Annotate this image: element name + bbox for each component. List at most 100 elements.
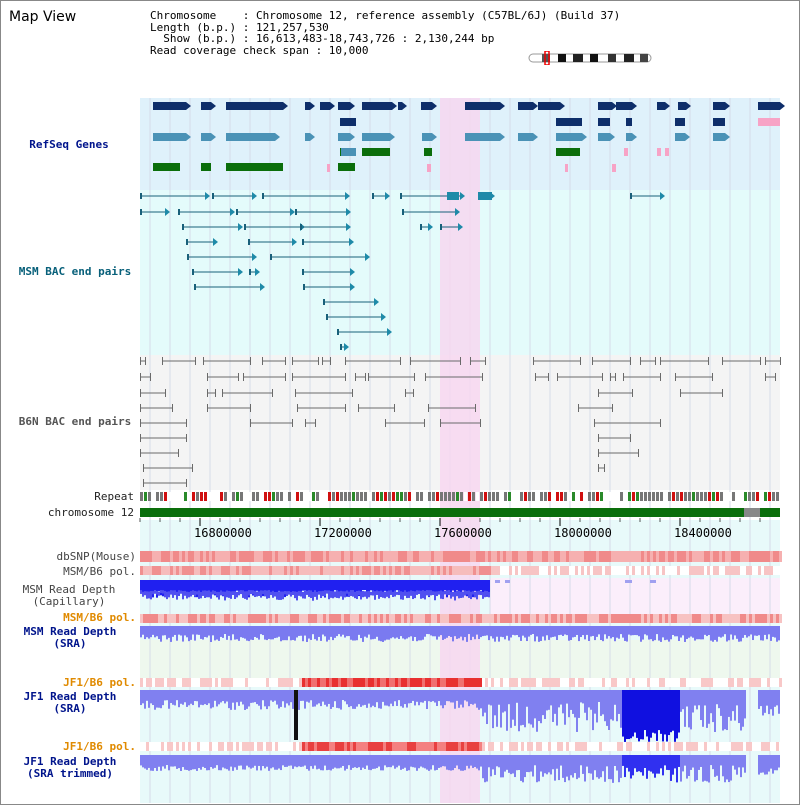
read-depth-bar xyxy=(756,626,758,636)
dbsnp-density xyxy=(521,551,524,562)
label-msm-b6-pol-2[interactable]: MSM/B6 pol. xyxy=(63,611,136,624)
polymorphism-density xyxy=(611,614,614,623)
read-depth-bar xyxy=(244,580,246,592)
polymorphism-density xyxy=(236,742,239,751)
read-depth-bar xyxy=(492,690,494,729)
read-depth-bar xyxy=(230,580,232,595)
label-jf1-pol-1[interactable]: JF1/B6 pol. xyxy=(63,676,136,689)
read-depth-bar xyxy=(172,755,174,767)
polymorphism-density xyxy=(605,614,608,623)
polymorphism-density xyxy=(770,678,773,687)
read-depth-bar xyxy=(156,690,158,708)
repeat-element xyxy=(696,492,699,501)
read-depth-bar xyxy=(272,626,274,640)
bac-end xyxy=(305,419,306,427)
bac-end xyxy=(535,373,536,381)
polymorphism-density xyxy=(554,566,557,575)
polymorphism-density xyxy=(311,566,314,575)
repeat-element xyxy=(500,492,503,501)
label-msm-depth-capillary[interactable]: MSM Read Depth (Capillary) xyxy=(0,584,138,608)
msm-bac-cluster xyxy=(447,192,459,200)
label-refseq-genes[interactable]: RefSeq Genes xyxy=(29,138,109,151)
label-b6n-bac[interactable]: B6N BAC end pairs xyxy=(18,415,132,428)
polymorphism-density xyxy=(677,566,680,575)
refseq-gene-pink xyxy=(624,148,628,156)
polymorphism-density xyxy=(305,678,308,687)
read-depth-bar xyxy=(184,626,186,636)
label-jf1-trimmed[interactable]: JF1 Read Depth (SRA trimmed) xyxy=(0,756,140,780)
dbsnp-density xyxy=(656,551,659,562)
polymorphism-density xyxy=(278,742,281,751)
read-depth-bar xyxy=(200,690,202,705)
polymorphism-density xyxy=(392,678,395,687)
read-depth-bar xyxy=(568,755,570,781)
label-msm-depth-sra[interactable]: MSM Read Depth (SRA) xyxy=(0,626,140,650)
polymorphism-density xyxy=(677,742,680,751)
read-depth-bar xyxy=(164,590,166,598)
label-msm-bac[interactable]: MSM BAC end pairs xyxy=(18,265,132,278)
read-depth-bar xyxy=(610,755,612,780)
repeat-element xyxy=(300,492,303,501)
dbsnp-density xyxy=(536,551,539,562)
read-depth-bar xyxy=(340,626,342,637)
bac-end xyxy=(394,404,395,412)
repeat-element xyxy=(388,492,391,501)
read-depth-bar xyxy=(378,591,380,599)
read-depth-bar xyxy=(680,755,682,782)
read-depth-bar xyxy=(616,626,618,638)
read-depth-bar xyxy=(586,690,588,721)
read-depth-bar xyxy=(246,591,248,600)
polymorphism-density xyxy=(500,566,503,575)
polymorphism-density xyxy=(755,614,758,623)
read-depth-bar xyxy=(278,755,280,769)
axis-tick-label: 16800000 xyxy=(194,526,252,540)
genome-track-canvas[interactable] xyxy=(0,95,800,803)
polymorphism-density xyxy=(374,678,377,687)
dbsnp-density xyxy=(659,551,662,562)
strand-arrow xyxy=(310,133,315,141)
read-depth-bar xyxy=(150,626,152,638)
label-repeat[interactable]: Repeat xyxy=(94,490,134,503)
polymorphism-density xyxy=(344,742,347,751)
label-chromosome[interactable]: chromosome 12 xyxy=(47,506,134,519)
polymorphism-density xyxy=(416,742,419,751)
read-depth-bar xyxy=(188,690,190,706)
bac-end xyxy=(722,357,723,365)
read-depth-bar xyxy=(216,626,218,640)
polymorphism-density xyxy=(389,742,392,751)
read-depth-bar xyxy=(458,590,460,599)
polymorphism-density xyxy=(632,678,635,687)
polymorphism-density xyxy=(329,614,332,623)
polymorphism-density xyxy=(557,614,560,623)
read-depth-bar xyxy=(188,755,190,771)
bac-end xyxy=(385,419,386,427)
chromosome-ideogram[interactable] xyxy=(528,51,654,65)
polymorphism-density xyxy=(494,566,497,575)
polymorphism-density xyxy=(623,742,626,751)
read-depth-bar xyxy=(442,690,444,709)
repeat-element xyxy=(584,492,587,501)
read-depth-bar xyxy=(256,755,258,771)
label-jf1-pol-2[interactable]: JF1/B6 pol. xyxy=(63,740,136,753)
dbsnp-density xyxy=(161,551,164,562)
polymorphism-density xyxy=(170,614,173,623)
label-dbsnp[interactable]: dbSNP(Mouse) xyxy=(56,550,136,563)
repeat-element xyxy=(452,492,455,501)
label-msm-b6-pol-1[interactable]: MSM/B6 pol. xyxy=(63,565,136,578)
strand-arrow xyxy=(186,133,191,141)
read-depth-bar xyxy=(180,755,182,771)
label-jf1-depth[interactable]: JF1 Read Depth (SRA) xyxy=(0,691,140,715)
polymorphism-density xyxy=(365,614,368,623)
read-depth-bar xyxy=(454,755,456,769)
read-depth-bar xyxy=(538,690,540,722)
read-depth-bar xyxy=(252,590,254,595)
read-depth-bar xyxy=(372,626,374,640)
repeat-element xyxy=(752,492,755,501)
read-depth-bar xyxy=(760,690,762,707)
read-depth-bar xyxy=(332,591,334,599)
polymorphism-density xyxy=(452,614,455,623)
polymorphism-density xyxy=(404,614,407,623)
polymorphism-density xyxy=(383,742,386,751)
repeat-element xyxy=(768,492,771,501)
read-depth-bar xyxy=(722,626,724,637)
